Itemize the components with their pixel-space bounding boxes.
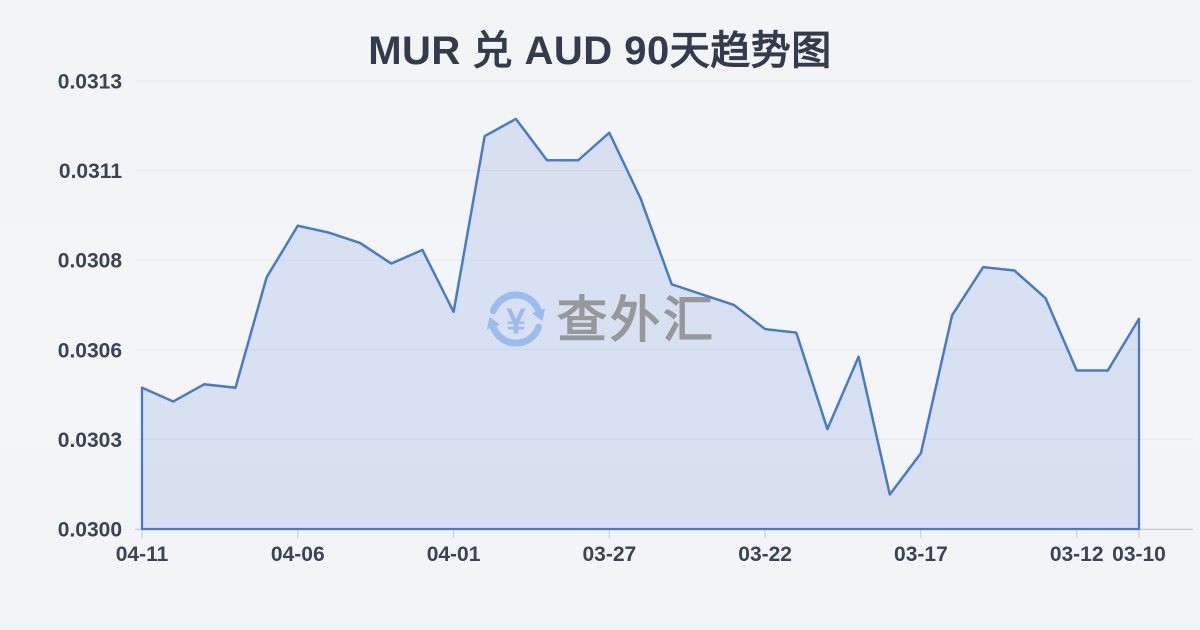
yuan-icon-symbol: ¥ (506, 301, 526, 342)
x-axis-label: 04-01 (427, 543, 481, 566)
x-axis-label: 03-10 (1112, 543, 1166, 566)
page-title: MUR 兑 AUD 90天趋势图 (368, 29, 832, 73)
exchange-arc-top (489, 291, 543, 315)
watermark-text: 查外汇 (557, 292, 716, 348)
x-axis-label: 04-11 (116, 543, 169, 566)
axis-layer: 0.0313 0.0311 0.0308 0.0306 0.0303 0.030004-1… (58, 71, 1193, 566)
x-axis-label: 03-12 (1050, 543, 1104, 566)
y-axis-label: 0.0313 (58, 71, 122, 94)
y-axis-label: 0.0306 (58, 339, 122, 362)
x-axis-label: 04-06 (271, 543, 325, 566)
x-axis-label: 03-27 (582, 543, 636, 566)
currency-exchange-icon: ¥ (486, 291, 546, 347)
watermark: ¥ 查外汇 (486, 291, 716, 348)
trend-line (140, 117, 1141, 496)
x-axis-label: 03-17 (894, 543, 948, 566)
exchange-arrowhead-left (486, 316, 500, 330)
exchange-arc-bottom (489, 323, 543, 347)
trend-line-layer (140, 117, 1141, 496)
y-axis-label: 0.0300 (58, 519, 122, 542)
y-axis-label: 0.0303 (58, 429, 122, 452)
x-axis-label: 03-22 (738, 543, 792, 566)
y-axis-label: 0.0311 (59, 160, 122, 183)
exchange-arrowhead-right (532, 308, 546, 322)
y-axis-label: 0.0308 (58, 250, 123, 273)
